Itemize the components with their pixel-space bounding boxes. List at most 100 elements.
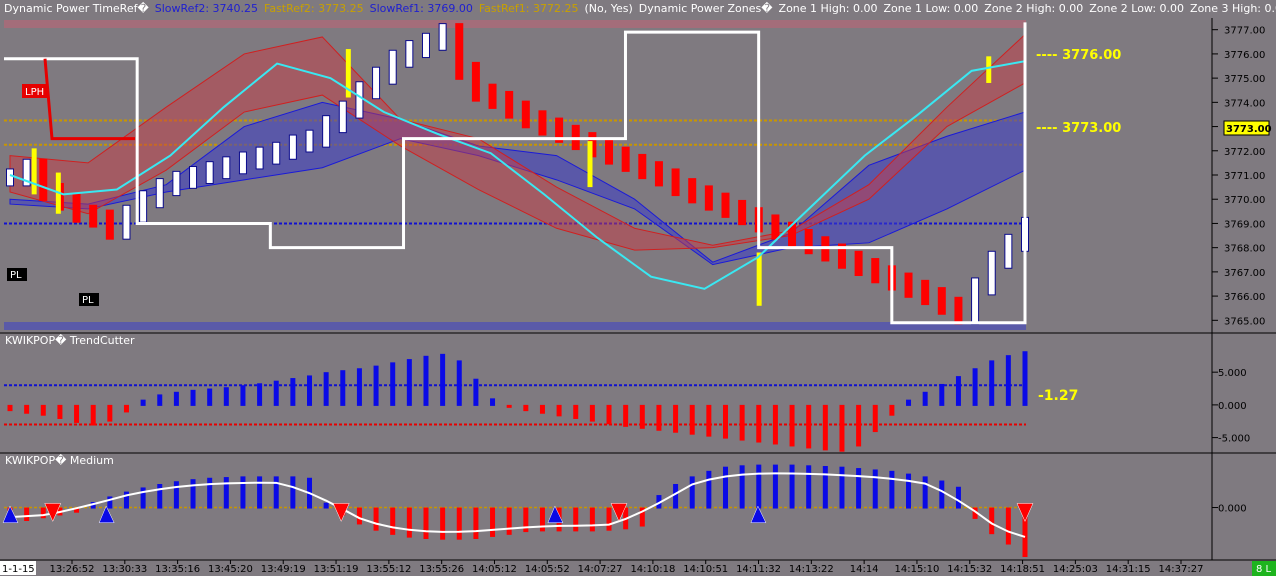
trendcutter-bar	[589, 404, 595, 422]
medium-bar	[539, 507, 545, 532]
signal-bar-0	[31, 148, 37, 195]
time-tick-label-13: 14:11:32	[736, 564, 781, 575]
time-axis-start: 1-1-15	[2, 564, 35, 575]
time-tick-label-14: 14:13:22	[789, 564, 834, 575]
price-bar	[305, 129, 314, 153]
trendcutter-bar	[606, 404, 612, 425]
trendcutter-bar	[323, 372, 329, 406]
price-bar	[255, 146, 264, 170]
trendcutter-bar	[40, 404, 46, 416]
price-bar	[222, 156, 231, 180]
trendcutter-bar	[523, 404, 529, 412]
price-bar	[987, 250, 996, 296]
time-tick-label-0: 13:26:52	[50, 564, 95, 575]
header-item-9: Zone 2 High: 0.00	[984, 2, 1083, 15]
trendcutter-bar	[373, 365, 379, 406]
trendcutter-bar	[989, 360, 995, 406]
price-tick-label-11: 3766.00	[1224, 292, 1265, 303]
trendcutter-bar	[756, 404, 762, 443]
price-bar	[189, 166, 198, 189]
medium-bar	[589, 507, 595, 532]
price-tick-label-9: 3768.00	[1224, 244, 1265, 255]
price-tick-label-7: 3770.00	[1224, 195, 1265, 206]
medium-bar	[157, 484, 163, 509]
medium-bar	[473, 507, 479, 539]
medium-panel	[2, 464, 1034, 557]
time-tick-label-18: 14:18:51	[1000, 564, 1045, 575]
medium-bar	[74, 507, 80, 513]
time-tick-label-12: 14:10:51	[683, 564, 728, 575]
trendcutter-bar	[789, 404, 795, 447]
medium-bar	[772, 464, 778, 509]
lower-zone-bar	[4, 322, 1026, 330]
current-price-box	[1223, 120, 1270, 136]
time-tick-label-8: 14:05:12	[472, 564, 517, 575]
price-bar	[272, 141, 281, 165]
trendcutter-bar	[772, 404, 778, 445]
header-item-10: Zone 2 Low: 0.00	[1089, 2, 1184, 15]
trendcutter-bar	[107, 404, 113, 422]
medium-triangle-up	[750, 505, 767, 524]
trendcutter-bar	[1022, 351, 1028, 406]
bar-count-badge-box	[1252, 561, 1276, 576]
price-bar	[105, 209, 114, 240]
price-tick-label-0: 3777.00	[1224, 26, 1265, 37]
medium-bar	[756, 464, 762, 509]
trendcutter-bar	[223, 387, 229, 406]
price-bar	[122, 204, 131, 240]
time-tick-label-1: 13:30:33	[102, 564, 147, 575]
price-bar	[22, 158, 31, 187]
medium-triangle-down	[332, 503, 350, 523]
trendcutter-bar	[639, 404, 645, 429]
trendcutter-bar	[456, 360, 462, 406]
time-tick-label-6: 13:55:12	[366, 564, 411, 575]
time-tick-label-10: 14:07:27	[578, 564, 623, 575]
price-bar	[954, 296, 963, 325]
medium-bar	[955, 486, 961, 509]
trendcutter-bar	[290, 378, 296, 406]
medium-bar	[739, 465, 745, 509]
trendcutter-bar	[839, 404, 845, 452]
price-bar	[205, 161, 214, 184]
trendcutter-bar	[74, 404, 80, 423]
medium-bar	[839, 466, 845, 509]
trendcutter-bar	[90, 404, 96, 426]
medium-bar	[107, 496, 113, 509]
price-bar	[721, 192, 730, 218]
medium-bar	[989, 507, 995, 535]
price-bar	[804, 228, 813, 255]
price-tick-label-2: 3775.00	[1224, 74, 1265, 85]
price-bar	[638, 153, 647, 180]
price-bar	[521, 100, 530, 129]
medium-bar	[656, 495, 662, 509]
lph-marker: LPH	[25, 87, 44, 98]
price-bar	[405, 40, 414, 68]
trendcutter-tick-label-1: 0.000	[1218, 401, 1247, 412]
trendcutter-bar	[722, 404, 728, 439]
price-bar	[288, 134, 297, 160]
trendcutter-bar	[806, 404, 812, 449]
chart-header: Dynamic Power TimeRef� SlowRef2: 3740.25 F…	[4, 2, 1276, 15]
medium-bar	[190, 479, 196, 509]
time-tick-label-15: 14:14	[850, 564, 879, 575]
trendcutter-panel	[4, 351, 1028, 452]
price-bar	[605, 139, 614, 165]
price-bar	[971, 277, 980, 325]
trendcutter-bar	[273, 380, 279, 406]
medium-signal-line	[9, 472, 1026, 538]
trendcutter-bar	[406, 359, 412, 406]
price-bar	[322, 115, 331, 148]
medium-bar	[123, 491, 129, 509]
medium-bar	[523, 507, 529, 533]
price-bar	[937, 287, 946, 315]
trendcutter-bar	[356, 368, 362, 406]
time-tick-label-20: 14:31:15	[1106, 564, 1151, 575]
trendcutter-bar	[706, 404, 712, 437]
price-tick-label-12: 3765.00	[1224, 316, 1265, 327]
medium-bar	[789, 464, 795, 509]
trendcutter-tick-label-2: -5.000	[1218, 434, 1250, 445]
medium-bar	[673, 484, 679, 509]
medium-bar	[323, 502, 329, 509]
price-bar	[372, 66, 381, 100]
price-bar	[89, 204, 98, 228]
